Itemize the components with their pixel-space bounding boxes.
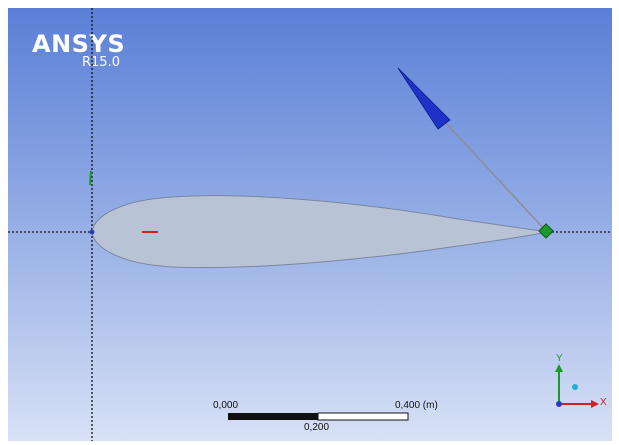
triad-y-label: Y (556, 353, 563, 364)
triad-z-axis (556, 401, 562, 407)
triad-iso-ball[interactable] (572, 384, 578, 390)
triad-x-arrowhead (591, 400, 599, 408)
trailing-edge-vertex[interactable] (538, 223, 554, 239)
scale-label-end: 0,400 (m) (395, 400, 438, 411)
triad-x-label: X (600, 397, 607, 408)
scale-bar-white-segment (317, 412, 409, 421)
origin-y-marker (89, 170, 92, 186)
scale-label-start: 0,000 (213, 400, 239, 411)
coordinate-triad[interactable] (555, 364, 599, 408)
load-arrow-shaft (442, 119, 546, 231)
model-scene (8, 8, 612, 441)
brand-name: ANSYS (32, 30, 126, 58)
triad-y-arrowhead (555, 364, 563, 372)
scale-label-mid: 0,200 (304, 422, 330, 433)
load-arrow-cone[interactable] (397, 67, 451, 130)
graphics-viewport[interactable]: ANSYS R15.0 0,0 (8, 8, 612, 441)
origin-point (89, 229, 95, 235)
scale-bar (228, 412, 409, 421)
scale-bar-black-segment (228, 413, 318, 420)
airfoil-body[interactable] (91, 195, 549, 269)
